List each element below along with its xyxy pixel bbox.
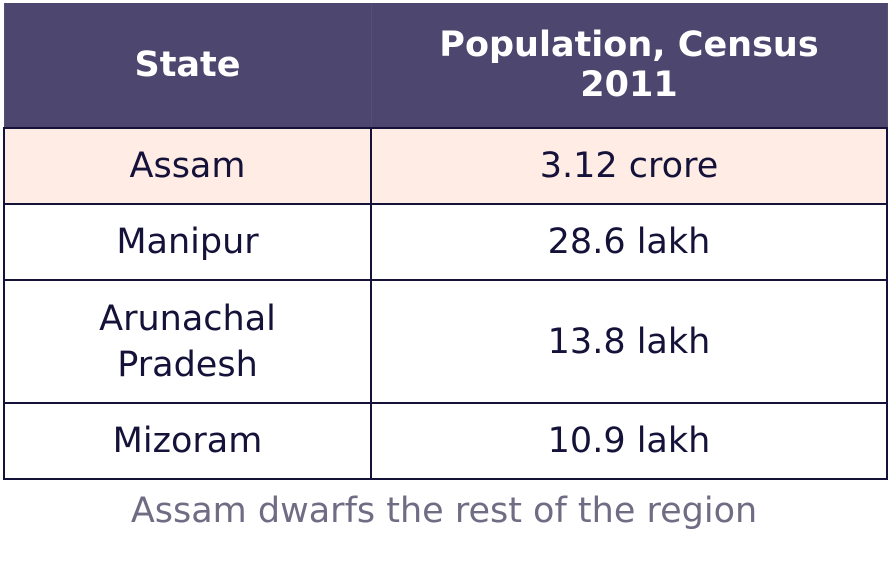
population-table: State Population, Census 2011 Assam 3.12…	[3, 3, 888, 480]
table-caption: Assam dwarfs the rest of the region	[130, 491, 758, 531]
population-cell: 10.9 lakh	[370, 402, 888, 480]
population-cell: 13.8 lakh	[370, 279, 888, 404]
table-row-assam: Assam 3.12 crore	[3, 127, 888, 205]
state-cell: Arunachal Pradesh	[3, 279, 372, 404]
header-row: State Population, Census 2011	[3, 3, 888, 129]
state-cell: Mizoram	[3, 402, 372, 480]
state-cell: Manipur	[3, 203, 372, 281]
table-row-arunachal-pradesh: Arunachal Pradesh 13.8 lakh	[3, 279, 888, 404]
table-row-manipur: Manipur 28.6 lakh	[3, 203, 888, 281]
population-cell: 28.6 lakh	[370, 203, 888, 281]
column-header-state: State	[3, 3, 372, 129]
state-cell: Assam	[3, 127, 372, 205]
population-cell: 3.12 crore	[370, 127, 888, 205]
table-row-mizoram: Mizoram 10.9 lakh	[3, 402, 888, 480]
column-header-population: Population, Census 2011	[370, 3, 888, 129]
